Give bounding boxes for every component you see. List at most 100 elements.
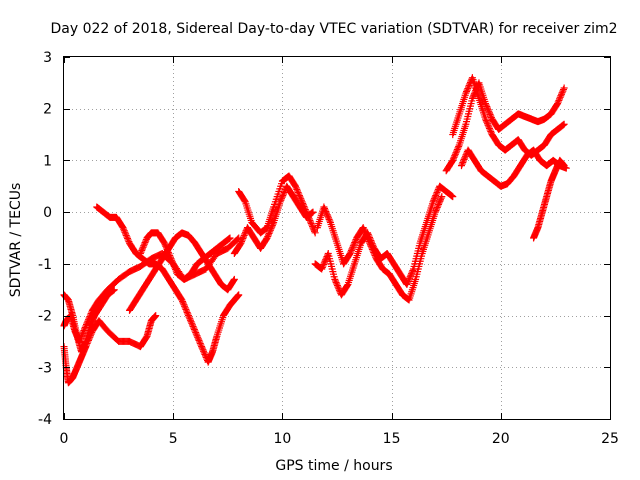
data-point — [238, 236, 246, 244]
y-tick-label: 2 — [43, 102, 52, 118]
data-point — [168, 256, 176, 264]
x-tick-label: 15 — [383, 431, 401, 447]
data-point — [323, 211, 331, 219]
data-point — [437, 196, 445, 204]
data-point — [347, 248, 355, 256]
series-marks — [60, 286, 118, 356]
data-point — [556, 95, 564, 103]
data-point — [470, 91, 478, 99]
data-point — [487, 112, 495, 120]
data-point — [322, 256, 330, 264]
data-point — [559, 87, 567, 95]
data-point — [197, 341, 205, 349]
data-point — [277, 196, 285, 204]
data-point — [348, 245, 356, 253]
data-point — [196, 339, 204, 347]
data-point — [486, 110, 494, 118]
data-point — [280, 188, 288, 196]
data-point — [368, 244, 376, 252]
data-point — [269, 220, 277, 228]
data-point — [366, 241, 374, 249]
data-point — [120, 225, 128, 233]
data-point — [406, 273, 414, 281]
y-tick-label: 0 — [43, 205, 52, 221]
data-point — [432, 207, 440, 215]
data-point — [266, 228, 274, 236]
data-point — [556, 93, 564, 101]
data-point — [331, 275, 339, 283]
data-point — [168, 258, 176, 266]
series-marks — [530, 156, 568, 242]
data-point — [362, 230, 370, 238]
data-point — [555, 96, 563, 104]
data-point — [278, 195, 286, 203]
data-point — [409, 267, 417, 275]
data-point — [295, 190, 303, 198]
data-point — [279, 192, 287, 200]
data-point — [166, 252, 174, 260]
data-point — [434, 187, 442, 195]
data-point — [464, 83, 472, 91]
data-point — [403, 281, 411, 289]
data-point — [432, 190, 440, 198]
data-point — [200, 347, 208, 355]
data-point — [194, 333, 202, 341]
data-point — [183, 307, 191, 315]
data-point — [431, 193, 439, 201]
data-point — [165, 250, 173, 258]
data-point — [195, 336, 203, 344]
data-point — [122, 230, 130, 238]
data-point — [462, 89, 470, 97]
data-point — [294, 188, 302, 196]
data-point — [226, 234, 234, 242]
data-point — [292, 182, 300, 190]
data-point — [185, 313, 193, 321]
data-point — [450, 153, 458, 161]
series-marks — [230, 182, 317, 258]
data-point — [180, 301, 188, 309]
data-point — [370, 248, 378, 256]
data-point — [452, 149, 460, 157]
data-point — [198, 344, 206, 352]
data-point — [433, 203, 441, 211]
data-point — [309, 208, 317, 216]
data-point — [241, 197, 249, 205]
data-point — [184, 310, 192, 318]
series-marks — [136, 229, 234, 283]
data-point — [162, 242, 170, 250]
data-point — [194, 335, 202, 343]
data-point — [119, 224, 127, 232]
data-point — [430, 195, 438, 203]
data-point — [172, 266, 180, 274]
chart-title: Day 022 of 2018, Sidereal Day-to-day VTE… — [51, 21, 618, 37]
data-point — [359, 224, 367, 232]
data-point — [161, 241, 169, 249]
data-point — [186, 316, 194, 324]
data-point — [455, 142, 463, 150]
data-point — [461, 154, 469, 162]
data-point — [183, 308, 191, 316]
data-point — [558, 89, 566, 97]
data-point — [482, 115, 490, 123]
data-point — [346, 250, 354, 258]
data-point — [307, 218, 315, 226]
data-point — [137, 248, 145, 256]
series-marks — [442, 79, 568, 175]
data-point — [296, 193, 304, 201]
data-point — [265, 229, 273, 237]
data-point — [121, 228, 129, 236]
data-point — [241, 230, 249, 238]
data-point — [307, 220, 315, 228]
data-point — [465, 81, 473, 89]
data-point — [321, 205, 329, 213]
data-point — [240, 231, 248, 239]
data-point — [196, 338, 204, 346]
data-point — [405, 276, 413, 284]
data-point — [320, 203, 328, 211]
data-point — [230, 275, 238, 283]
data-point — [293, 187, 301, 195]
data-markers — [60, 74, 570, 387]
x-tick-label: 0 — [60, 431, 69, 447]
data-point — [139, 243, 147, 251]
data-point — [349, 242, 357, 250]
